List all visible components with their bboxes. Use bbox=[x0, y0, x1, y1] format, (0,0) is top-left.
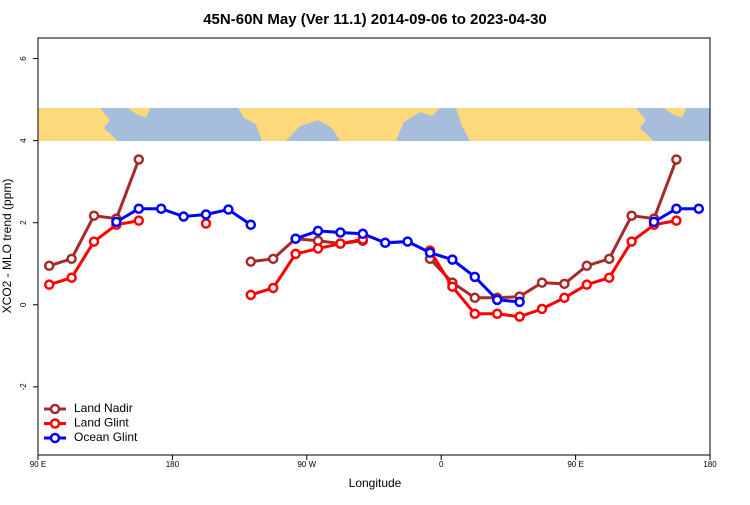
legend-label: Ocean Glint bbox=[74, 430, 138, 444]
y-tick-label: 0 bbox=[19, 302, 28, 307]
data-point bbox=[491, 308, 503, 320]
data-point bbox=[626, 210, 637, 221]
plot-frame bbox=[37, 37, 711, 456]
data-point bbox=[133, 203, 145, 214]
x-tick-label: 90 E bbox=[30, 460, 46, 469]
land bbox=[128, 108, 150, 118]
land bbox=[456, 108, 654, 141]
data-point bbox=[88, 210, 100, 221]
data-point bbox=[290, 248, 301, 260]
data-point bbox=[43, 279, 55, 290]
data-point bbox=[111, 216, 122, 228]
y-tick-label: 2 bbox=[19, 220, 28, 225]
chart-title: 45N-60N May (Ver 11.1) 2014-09-06 to 202… bbox=[203, 11, 547, 28]
data-point bbox=[200, 218, 212, 229]
y-axis-label: XCO2 - MLO trend (ppm) bbox=[0, 179, 14, 314]
data-point bbox=[245, 219, 257, 230]
data-point bbox=[267, 282, 279, 294]
x-tick-label: 180 bbox=[166, 460, 180, 469]
land bbox=[664, 108, 686, 118]
x-tick-label: 180 bbox=[703, 460, 717, 469]
data-point bbox=[581, 260, 593, 272]
data-point bbox=[312, 225, 324, 237]
data-point bbox=[514, 311, 525, 322]
data-point bbox=[312, 243, 324, 254]
x-tick-label: 90 W bbox=[297, 460, 316, 469]
y-tick-label: 6 bbox=[19, 56, 28, 61]
data-point bbox=[178, 211, 189, 222]
data-point bbox=[671, 154, 682, 165]
data-point bbox=[155, 203, 167, 214]
data-point bbox=[559, 292, 570, 304]
data-point bbox=[469, 308, 481, 320]
data-point bbox=[88, 236, 100, 247]
data-point bbox=[693, 203, 705, 214]
data-point bbox=[469, 271, 481, 283]
data-point bbox=[603, 272, 615, 283]
data-point bbox=[223, 204, 234, 215]
data-point bbox=[491, 294, 503, 306]
data-point bbox=[290, 233, 301, 244]
data-point bbox=[447, 254, 458, 265]
data-point bbox=[335, 227, 346, 238]
land bbox=[238, 108, 440, 141]
data-point bbox=[671, 203, 682, 214]
y-tick-label: 4 bbox=[19, 138, 28, 143]
data-point bbox=[402, 236, 413, 247]
data-point bbox=[245, 256, 257, 267]
data-point bbox=[514, 296, 525, 308]
legend-label: Land Glint bbox=[74, 416, 129, 430]
data-point bbox=[43, 260, 55, 272]
x-tick-label: 90 E bbox=[567, 460, 583, 469]
data-point bbox=[66, 272, 77, 283]
land bbox=[38, 108, 118, 141]
data-point bbox=[66, 253, 77, 265]
data-point bbox=[335, 238, 346, 249]
data-point bbox=[559, 278, 570, 290]
data-point bbox=[133, 154, 145, 165]
data-point bbox=[424, 247, 436, 258]
data-point bbox=[447, 281, 458, 292]
data-point bbox=[469, 292, 481, 304]
data-point bbox=[200, 209, 212, 220]
legend-label: Land Nadir bbox=[74, 401, 133, 415]
map-strip bbox=[38, 108, 710, 141]
data-point bbox=[267, 253, 279, 265]
legend-marker bbox=[49, 403, 61, 415]
y-tick-label: -2 bbox=[19, 383, 28, 391]
x-axis-label: Longitude bbox=[349, 476, 402, 490]
legend-marker bbox=[49, 432, 61, 444]
legend-marker bbox=[49, 418, 61, 429]
data-point bbox=[603, 253, 615, 265]
data-point bbox=[648, 216, 660, 228]
data-point bbox=[133, 215, 145, 226]
data-point bbox=[536, 303, 548, 315]
data-point bbox=[671, 215, 682, 226]
data-point bbox=[245, 289, 257, 301]
data-point bbox=[536, 277, 548, 288]
x-tick-label: 0 bbox=[439, 460, 444, 469]
data-point bbox=[626, 236, 637, 247]
data-point bbox=[581, 279, 593, 290]
data-point bbox=[357, 228, 369, 240]
data-point bbox=[379, 237, 391, 249]
